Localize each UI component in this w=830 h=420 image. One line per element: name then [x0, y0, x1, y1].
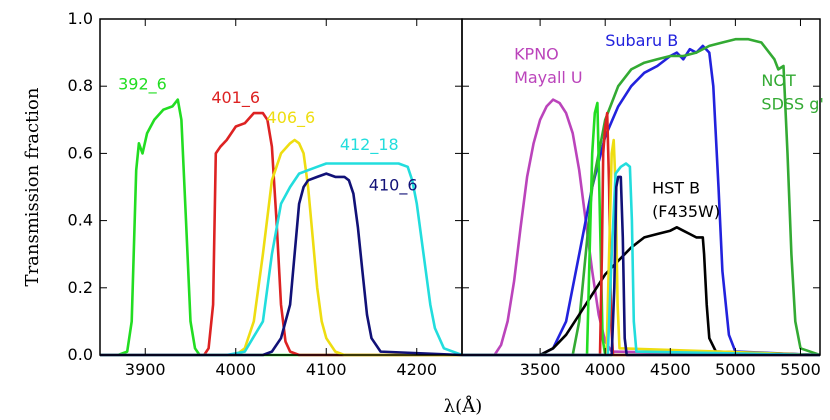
right-panel: 3500 4000 4500 5000 5500 KPNO Mayall U Subaru B…	[461, 18, 824, 379]
series-line-406-6	[462, 138, 821, 357]
x-tick-label: 4000	[215, 360, 256, 379]
series-line-412-18	[462, 162, 821, 357]
annotation-label: 410_6	[369, 175, 418, 195]
series-line-401-6	[100, 111, 462, 357]
annotation-label: 406_6	[267, 108, 316, 128]
annotation-label: 392_6	[118, 75, 167, 95]
series-line-412-18	[100, 162, 463, 357]
x-tick-label: 5000	[715, 360, 756, 379]
series-line-410-6	[100, 172, 463, 357]
x-tick-label: 3500	[520, 360, 561, 379]
x-tick-label: 4500	[650, 360, 691, 379]
annotation-label: SDSS g'	[761, 95, 823, 114]
y-tick-label: 0.4	[68, 211, 93, 230]
series-line-410-6	[462, 175, 820, 357]
annotation-label: HST B	[652, 179, 700, 198]
x-axis-title: λ(Å)	[444, 395, 482, 417]
annotation-label: Mayall U	[514, 68, 583, 87]
annotation-label: KPNO	[514, 44, 559, 63]
y-tick-label: 0.8	[68, 76, 93, 95]
series-line-392-6	[100, 98, 462, 357]
y-tick-label: 1.0	[68, 9, 93, 28]
annotation-label: 412_18	[340, 135, 399, 155]
x-tick-label: 5500	[780, 360, 821, 379]
series-line-subaru-b	[462, 44, 821, 357]
y-tick-label: 0.6	[68, 143, 93, 162]
x-tick-label: 4000	[585, 360, 626, 379]
annotation-label: 401_6	[211, 88, 260, 108]
series-line-not-sdss-g-	[462, 37, 821, 357]
x-tick-label: 3900	[125, 360, 166, 379]
series-line-kpno-mayall-u	[462, 98, 821, 357]
x-tick-label: 4200	[396, 360, 437, 379]
y-tick-label: 0.2	[68, 278, 93, 297]
series-line-401-6	[462, 111, 820, 357]
annotation-label: (F435W)	[652, 202, 720, 221]
annotation-label: Subaru B	[605, 31, 678, 50]
x-tick-label: 4100	[306, 360, 347, 379]
series-line-392-6	[462, 101, 820, 357]
series-line-hst-b-f435w-	[462, 226, 821, 357]
series-line-406-6	[100, 138, 462, 357]
y-axis-title: Transmission fraction	[22, 87, 43, 286]
annotation-label: NOT	[761, 71, 796, 90]
axes-frame	[461, 18, 821, 356]
y-tick-label: 0.0	[68, 345, 93, 364]
left-panel: 3900 4000 4100 4200 0.0 0.2 0.4 0.6 0.8 1.0 392_6 4…	[68, 9, 463, 379]
